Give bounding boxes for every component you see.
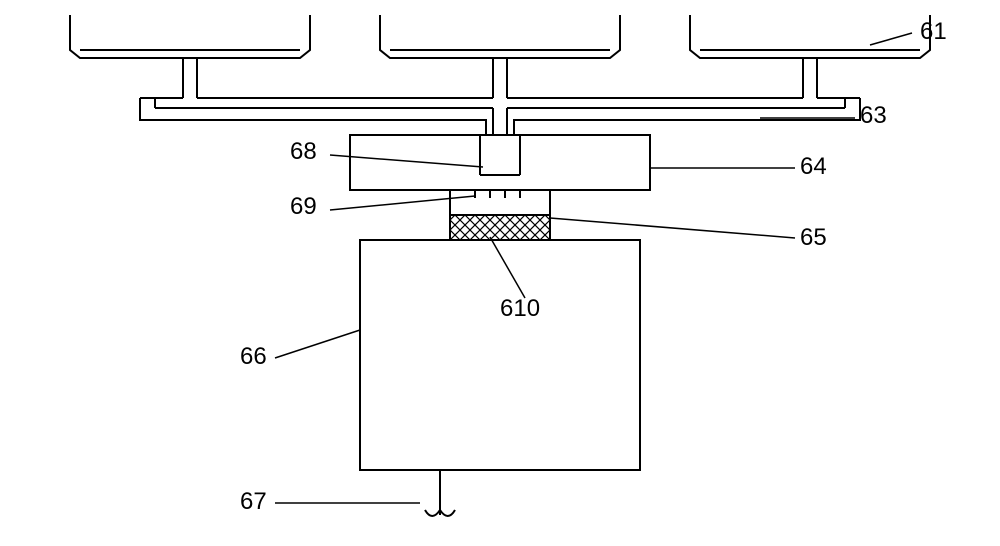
diagram-container: 61 63 64 65 66 67 68 69 610 bbox=[0, 0, 1000, 546]
tray-3 bbox=[690, 15, 930, 58]
drain-67 bbox=[425, 470, 455, 516]
label-610: 610 bbox=[500, 295, 540, 323]
label-61: 61 bbox=[920, 18, 947, 46]
label-66: 66 bbox=[240, 343, 267, 371]
tank-66 bbox=[360, 240, 640, 470]
tray-2 bbox=[380, 15, 620, 58]
label-65: 65 bbox=[800, 224, 827, 252]
hatch-610 bbox=[450, 215, 550, 240]
tray-1 bbox=[70, 15, 310, 58]
label-69: 69 bbox=[290, 193, 317, 221]
label-68: 68 bbox=[290, 138, 317, 166]
block-64 bbox=[350, 135, 650, 190]
manifold-63 bbox=[140, 58, 860, 135]
diagram-svg bbox=[0, 0, 1000, 546]
label-64: 64 bbox=[800, 153, 827, 181]
slot-68 bbox=[480, 135, 520, 175]
label-67: 67 bbox=[240, 488, 267, 516]
leaders bbox=[275, 33, 912, 503]
label-63: 63 bbox=[860, 102, 887, 130]
collar-65 bbox=[450, 190, 550, 215]
